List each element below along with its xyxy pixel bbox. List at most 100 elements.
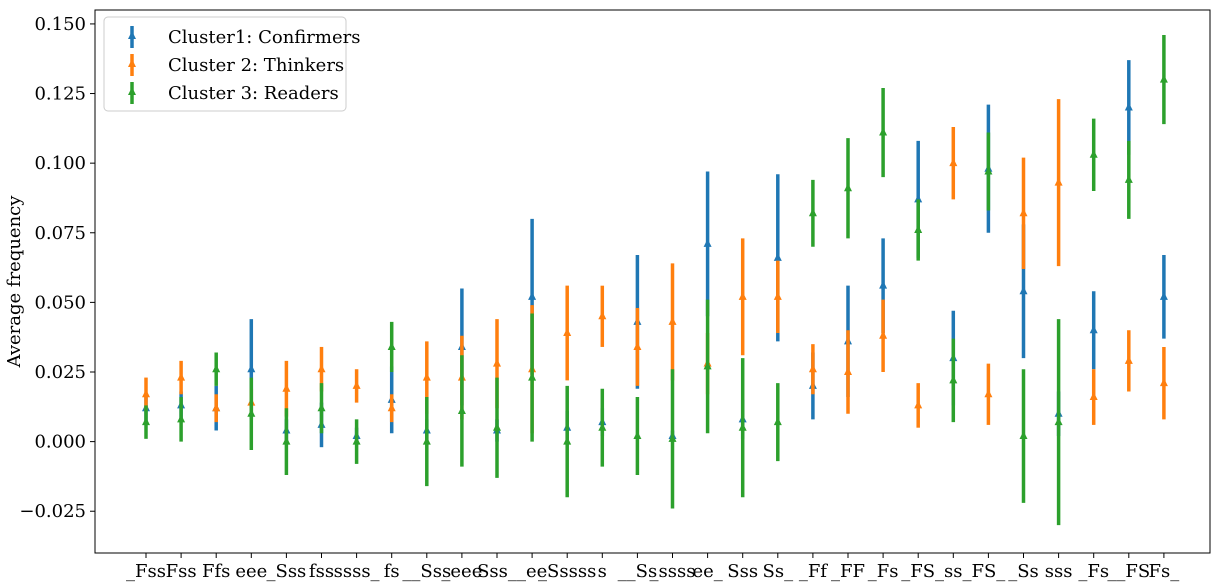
y-tick-label: 0.100: [34, 153, 86, 174]
x-tick-label: ee_: [692, 561, 722, 582]
x-tick-label: _ss_: [935, 561, 971, 582]
data-point: [668, 433, 677, 442]
x-tick-label: _Fs: [868, 561, 899, 582]
x-tick-label: Ss_: [763, 561, 794, 582]
data-point: [879, 280, 888, 289]
data-point: [598, 311, 607, 320]
x-tick-label: _eee: [441, 561, 482, 582]
data-point: [1054, 177, 1063, 186]
series-2: [142, 99, 1168, 434]
y-tick-label: 0.150: [34, 14, 86, 35]
data-point: [247, 408, 256, 417]
data-point: [352, 436, 361, 445]
data-point: [317, 364, 326, 373]
data-point: [247, 364, 256, 373]
data-point: [1089, 149, 1098, 158]
x-tick-label: fss: [309, 561, 334, 582]
data-point: [738, 422, 747, 431]
data-point: [949, 375, 958, 384]
x-tick-label: _Sss: [266, 561, 306, 582]
x-tick-label: Fs_: [1149, 561, 1180, 582]
data-point: [212, 364, 221, 373]
data-point: [808, 364, 817, 373]
data-point: [1159, 378, 1168, 387]
legend-marker-icon: [128, 87, 136, 95]
data-point: [422, 436, 431, 445]
x-tick-label: __FS: [1107, 561, 1150, 582]
data-point: [212, 403, 221, 412]
x-tick-label: __Sss: [402, 561, 451, 582]
data-point: [668, 316, 677, 325]
data-point: [528, 291, 537, 300]
data-point: [1124, 102, 1133, 111]
data-point: [1159, 291, 1168, 300]
legend-label: Cluster 2: Thinkers: [168, 55, 344, 76]
data-point: [703, 361, 712, 370]
legend-marker-icon: [128, 59, 136, 67]
data-point: [773, 417, 782, 426]
data-point: [1019, 208, 1028, 217]
data-point: [493, 358, 501, 367]
data-point: [1019, 431, 1028, 440]
x-tick-label: Sss: [727, 561, 758, 582]
x-tick-label: s: [598, 561, 607, 582]
legend-marker-icon: [128, 31, 136, 39]
data-point: [142, 417, 150, 426]
data-point: [1019, 286, 1028, 295]
data-point: [598, 422, 607, 431]
x-tick-label: _Sssss: [538, 561, 596, 582]
data-point: [422, 372, 431, 381]
y-tick-label: −0.025: [19, 501, 86, 522]
x-tick-label: Sss_: [477, 561, 517, 582]
x-tick-label: Fss: [166, 561, 197, 582]
x-axis: _Fss Fss Ffs eee _Sss fss ssss_ fs __Sss_eeeSss_…: [126, 553, 1179, 582]
data-point: [1159, 74, 1168, 83]
data-point: [177, 414, 186, 423]
data-point: [142, 389, 150, 398]
data-point: [633, 341, 642, 350]
series-3: [142, 35, 1168, 526]
x-tick-label: eee: [235, 561, 267, 582]
legend-item: Cluster 2: Thinkers: [128, 54, 344, 76]
x-tick-label: _Ff: [799, 561, 828, 582]
data-point: [914, 400, 923, 409]
legend-label: Cluster1: Confirmers: [168, 27, 360, 48]
data-point: [1124, 355, 1133, 364]
data-point: [738, 291, 747, 300]
data-point: [1124, 174, 1133, 183]
data-point: [949, 158, 958, 167]
data-point: [177, 372, 186, 381]
legend-item: Cluster 3: Readers: [128, 82, 339, 104]
y-tick-label: 0.050: [34, 292, 86, 313]
data-point: [563, 436, 572, 445]
data-point: [1089, 392, 1098, 401]
data-point: [317, 403, 326, 412]
legend-item: Cluster1: Confirmers: [128, 26, 360, 48]
y-axis: −0.025 0.000 0.025 0.050 0.075 0.100 0.125 0.15…: [19, 14, 95, 522]
data-point: [352, 380, 361, 389]
x-tick-label: sss: [1045, 561, 1073, 582]
x-tick-label: Ffs: [202, 561, 230, 582]
x-tick-label: _FS: [901, 561, 935, 582]
x-tick-label: _Fs: [1078, 561, 1109, 582]
y-tick-label: 0.025: [34, 362, 86, 383]
series-1: [142, 60, 1168, 448]
data-point: [1054, 417, 1063, 426]
plot-area: [142, 35, 1168, 526]
data-point: [282, 436, 291, 445]
y-tick-label: 0.000: [34, 432, 86, 453]
data-point: [493, 422, 501, 431]
data-point: [879, 330, 888, 339]
y-tick-label: 0.125: [34, 84, 86, 105]
data-point: [844, 183, 852, 192]
data-point: [703, 238, 712, 247]
legend-box: [103, 16, 347, 112]
y-axis-title: Average frequency: [4, 195, 25, 369]
x-tick-label: _ssss: [650, 561, 696, 582]
data-point: [457, 405, 466, 414]
legend-label: Cluster 3: Readers: [168, 83, 339, 104]
x-tick-label: FS_: [971, 561, 1005, 582]
data-point: [984, 389, 993, 398]
x-tick-label: ssss_: [334, 561, 380, 582]
